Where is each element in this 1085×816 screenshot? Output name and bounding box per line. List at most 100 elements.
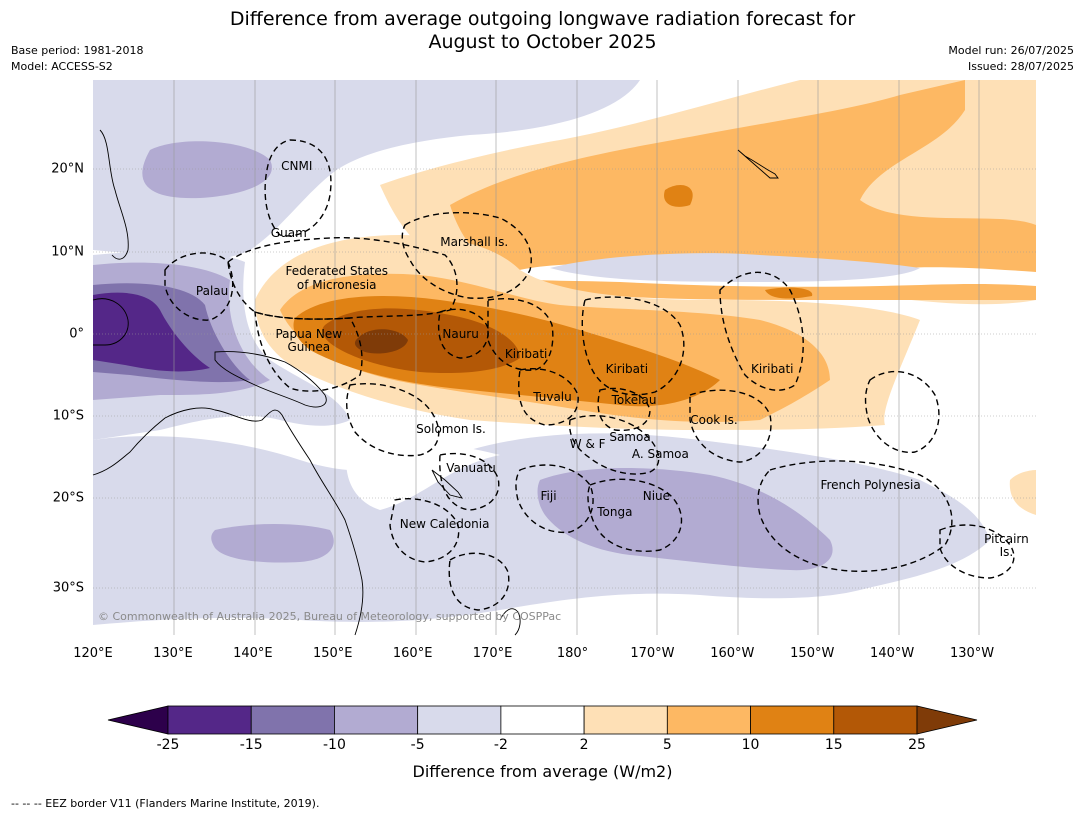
- eez-niue-tonga: [587, 478, 683, 552]
- anomaly-region-pos-extreme-eq: [354, 329, 408, 354]
- place-label: Solomon Is.: [416, 422, 486, 437]
- place-label: Is.: [999, 545, 1014, 560]
- colorbar-high-extend: [916, 705, 978, 735]
- y-tick-label: 20°N: [51, 161, 84, 177]
- x-tick-label: 140°W: [870, 646, 915, 661]
- eez-kiribati-west: [487, 298, 554, 371]
- place-label: Vanuatu: [446, 460, 496, 475]
- eez-png: [254, 311, 363, 392]
- model-name: Model: ACCESS-S2: [11, 60, 113, 73]
- colorbar-tick-label: -25: [156, 737, 180, 753]
- new-zealand-coast: [499, 608, 521, 636]
- place-label: Guinea: [287, 340, 331, 355]
- place-label: Guam: [270, 226, 307, 241]
- colorbar-tick-label: -10: [323, 737, 346, 753]
- place-label: Tonga: [597, 504, 633, 519]
- y-tick-label: 0°: [69, 326, 84, 342]
- colorbar-tick-label: 5: [662, 737, 672, 753]
- anomaly-region-pos-light-southeast: [1009, 470, 1036, 515]
- anomaly-region-neg-mid-south-west: [211, 524, 334, 563]
- eez-palau: [164, 252, 234, 321]
- anomaly-region-neg-light-north: [93, 80, 640, 260]
- colorbar-low-extend: [107, 705, 169, 735]
- eez-kiribati-east: [719, 271, 804, 391]
- meta-right: Model run: 26/07/2025 Issued: 28/07/2025: [948, 43, 1074, 75]
- anomaly-region-neg-mid-north: [142, 141, 272, 199]
- colorbar-tick-label: 25: [908, 737, 926, 753]
- eez-fiji: [515, 464, 594, 534]
- x-tick-label: 170°W: [630, 646, 675, 661]
- eez-kiribati-central: [581, 296, 685, 396]
- eez-nz-kermadec: [448, 552, 510, 611]
- anomaly-region-pos-strong-east: [765, 287, 813, 299]
- title-line-1: Difference from average outgoing longwav…: [229, 8, 856, 30]
- eez-cnmi: [264, 139, 332, 237]
- x-tick-label: 180°: [556, 646, 589, 661]
- place-label: Pitcairn: [984, 532, 1029, 546]
- colorbar-segment: [750, 705, 835, 735]
- place-label: W & F: [569, 436, 606, 451]
- x-tick-label: 120°E: [73, 646, 113, 661]
- eez-vanuatu: [439, 452, 500, 511]
- anomaly-region-pos-mid-north: [450, 80, 1036, 300]
- eez-new-caledonia: [389, 498, 460, 563]
- x-tick-label: 130°E: [153, 646, 193, 661]
- colorbar-segment: [167, 705, 252, 735]
- eez-borders: [164, 139, 1015, 611]
- philippines-coast: [99, 129, 129, 260]
- x-tick-label: 130°W: [949, 646, 995, 661]
- eez-footnote: -- -- -- EEZ border V11 (Flanders Marine…: [11, 797, 320, 810]
- place-label: New Caledonia: [399, 517, 490, 532]
- eez-nauru: [438, 308, 489, 359]
- colorbar-segment: [250, 705, 335, 735]
- meta-left: Base period: 1981-2018 Model: ACCESS-S2: [11, 43, 143, 75]
- eez-tuvalu: [518, 368, 579, 426]
- colorbar-segment: [417, 705, 502, 735]
- place-label: Kiribati: [504, 346, 548, 361]
- eez-french-polynesia: [757, 460, 953, 572]
- eez-wf-samoa: [568, 415, 660, 475]
- colorbar-segment: [583, 705, 668, 735]
- anomaly-region-pos-strong-north: [664, 185, 693, 207]
- place-label: of Micronesia: [296, 277, 377, 292]
- y-tick-label: 20°S: [52, 490, 84, 506]
- colorbar-segment: [666, 705, 751, 735]
- colorbar-title: Difference from average (W/m2): [412, 762, 673, 781]
- title-line-2: August to October 2025: [428, 31, 657, 53]
- x-tick-label: 170°E: [472, 646, 513, 661]
- hawaii-coast: [737, 149, 779, 179]
- copyright-credit: © Commonwealth of Australia 2025, Bureau…: [98, 610, 562, 623]
- colorbar-tick-label: -15: [239, 737, 263, 753]
- model-run: Model run: 26/07/2025: [948, 44, 1074, 57]
- place-label: Cook Is.: [690, 413, 738, 428]
- y-tick-label: 10°S: [52, 408, 84, 424]
- y-tick-label: 30°S: [52, 580, 84, 596]
- colorbar-tick-label: 15: [824, 737, 843, 753]
- place-label: A. Samoa: [631, 446, 689, 461]
- colorbar-segment: [334, 705, 419, 735]
- place-label: Kiribati: [751, 362, 794, 377]
- place-label: Fiji: [540, 488, 557, 503]
- x-tick-label: 140°E: [233, 646, 273, 661]
- x-tick-label: 150°W: [790, 646, 835, 661]
- colorbar-tick-label: 10: [741, 737, 760, 753]
- anomaly-region-neg-light-south: [93, 433, 990, 625]
- place-label: Tokelau: [611, 392, 657, 407]
- anomaly-region-neg-light-band: [550, 253, 920, 282]
- anomaly-fields: [93, 80, 1036, 625]
- gridlines: [93, 80, 1036, 635]
- x-tick-label: 160°E: [392, 646, 433, 661]
- new-guinea-coast: [214, 351, 327, 408]
- eez-pitcairn: [939, 524, 1015, 579]
- place-label: Samoa: [609, 430, 651, 445]
- australia-coast: [92, 407, 364, 636]
- place-label: Palau: [195, 283, 229, 298]
- place-label: French Polynesia: [820, 477, 921, 492]
- base-period: Base period: 1981-2018: [11, 44, 144, 57]
- eez-cook: [689, 389, 772, 463]
- coastlines: [92, 129, 779, 636]
- place-label: Federated States: [285, 263, 388, 278]
- colorbar: [107, 705, 978, 735]
- colorbar-tick-label: -5: [410, 737, 425, 753]
